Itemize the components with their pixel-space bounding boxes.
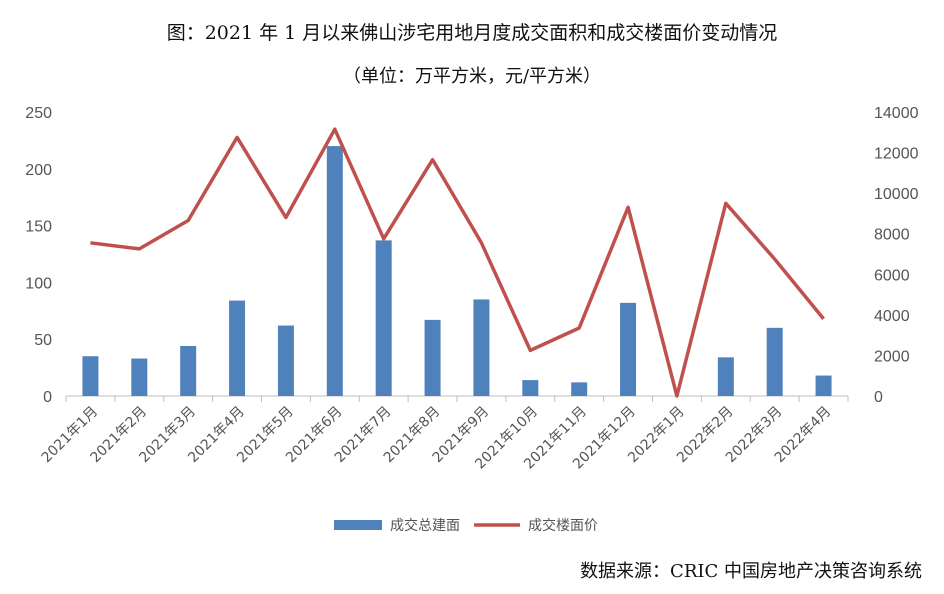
data-source: 数据来源：CRIC 中国房地产决策咨询系统 <box>580 561 922 582</box>
bar <box>424 319 441 396</box>
chart-title: 图：2021 年 1 月以来佛山涉宅用地月度成交面积和成交楼面价变动情况 <box>166 22 778 44</box>
y-left-tick-label: 250 <box>25 105 52 122</box>
bar <box>375 240 392 396</box>
bar <box>180 346 197 396</box>
bar <box>571 382 588 396</box>
chart-subtitle: （单位：万平方米，元/平方米） <box>342 66 602 87</box>
y-right-tick-label: 14000 <box>874 105 919 122</box>
bar <box>277 325 294 396</box>
y-right-tick-label: 4000 <box>874 308 910 325</box>
bar <box>473 299 490 396</box>
y-right-tick-label: 12000 <box>874 146 919 163</box>
bar <box>766 327 783 396</box>
bar <box>229 300 246 396</box>
bar <box>717 357 734 396</box>
bar <box>620 302 637 396</box>
y-left-tick-label: 150 <box>25 219 52 236</box>
y-right-tick-label: 8000 <box>874 227 910 244</box>
y-left-tick-label: 50 <box>34 332 52 349</box>
y-right-tick-label: 10000 <box>874 186 919 203</box>
bar <box>326 146 343 396</box>
bar <box>522 380 539 396</box>
y-right-tick-label: 2000 <box>874 348 910 365</box>
legend-label-line: 成交楼面价 <box>528 517 598 534</box>
legend-swatch-bar <box>334 520 382 530</box>
y-right-tick-label: 6000 <box>874 267 910 284</box>
bar <box>131 358 148 396</box>
y-right-tick-label: 0 <box>874 389 883 406</box>
line-series <box>90 127 825 398</box>
bar <box>82 356 99 396</box>
legend-label-bar: 成交总建面 <box>390 517 460 534</box>
bar <box>815 375 832 396</box>
y-left-tick-label: 0 <box>43 389 52 406</box>
y-left-tick-label: 100 <box>25 275 52 292</box>
y-left-tick-label: 200 <box>25 162 52 179</box>
